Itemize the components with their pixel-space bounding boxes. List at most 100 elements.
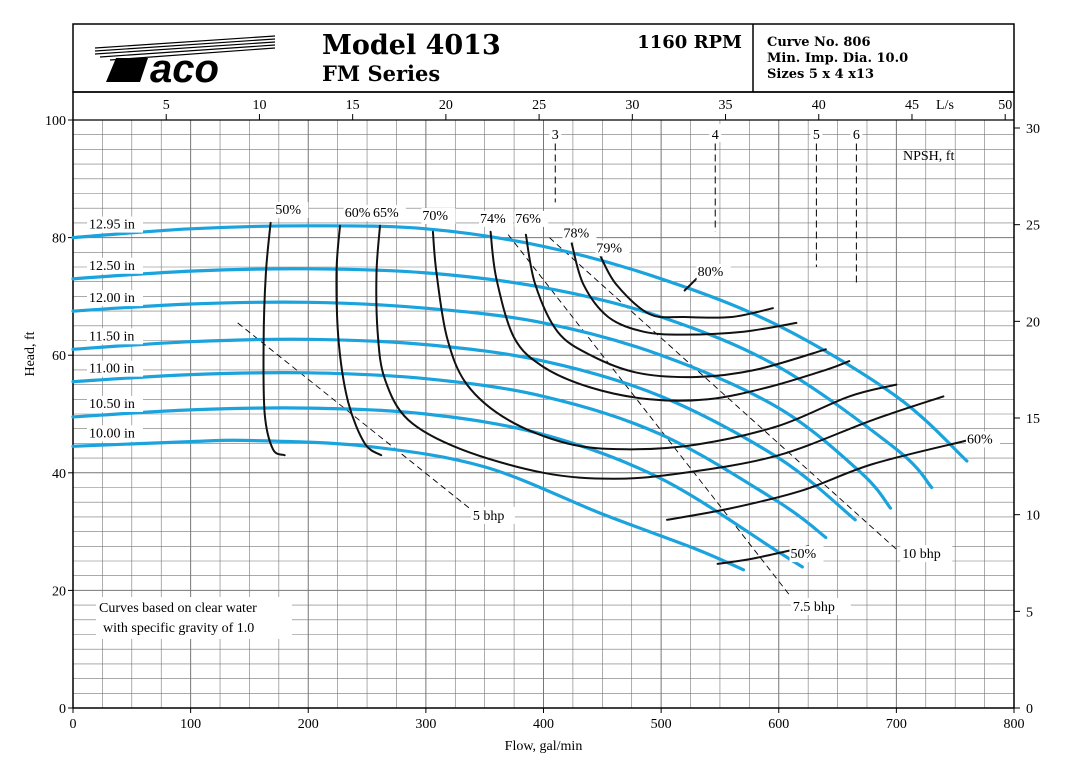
impeller-label-12-50-in: 12.50 in [89, 259, 135, 274]
bhp-line-10-bhp [549, 237, 897, 550]
impeller-curve-10-00-in [71, 438, 746, 572]
npsh-label-3: 3 [552, 128, 559, 143]
note: Curves based on clear water with specifi… [96, 597, 292, 639]
efficiency-label-bg [274, 202, 309, 219]
bhp-label-bg [790, 597, 851, 615]
y-tick-label: 80 [52, 232, 66, 247]
note-line-1: Curves based on clear water [99, 601, 257, 616]
npsh-label-bg [549, 124, 562, 142]
top-tick-label: 30 [625, 98, 639, 113]
impeller-curves: 12.95 in 12.50 in 12.00 in 11.50 in 11.00 in… [71, 216, 969, 572]
model-title: Model 4013 [322, 30, 501, 61]
rpm-label: 1160 RPM [637, 32, 742, 53]
efficiency-label-bg [696, 263, 731, 280]
note-background [96, 597, 292, 639]
y-axis-label: Head, ft [23, 331, 38, 376]
bhp-label-bg [470, 506, 515, 524]
x-tick-label: 100 [180, 717, 201, 732]
efficiency-curve-65-4 [375, 224, 945, 480]
y-tick-label: 20 [52, 584, 66, 599]
impeller-label-10-00-in: 10.00 in [89, 426, 135, 441]
axes: Flow, gal/min Head, ft L/s NPSH, ft 0 100… [23, 98, 1040, 754]
impeller-label-bg [87, 257, 143, 274]
top-tick-label: 10 [252, 98, 266, 113]
header: aco Model 4013 FM Series 1160 RPM Curve … [72, 23, 1015, 93]
bhp-label-bg [900, 545, 953, 563]
top-tick-label: 45 [905, 98, 919, 113]
npsh-markers: 3 4 5 6 [549, 124, 863, 285]
efficiency-label-bg [371, 205, 406, 222]
top-tick-label: 25 [532, 98, 546, 113]
efficiency-curves: 50%50%60%60%65% 70% 74% 76%78%79%80% [262, 202, 1000, 565]
y-tick-label: 0 [59, 702, 66, 717]
bhp-label-5-bhp: 5 bhp [473, 509, 505, 524]
npsh-axis-label: NPSH, ft [903, 149, 954, 164]
y-tick-label: 60 [52, 349, 66, 364]
efficiency-curve-78-8 [570, 242, 798, 336]
taco-logo: aco [94, 35, 276, 91]
x-tick-label: 800 [1004, 717, 1025, 732]
impeller-label-bg [87, 290, 143, 307]
efficiency-label-78: 78% [563, 227, 589, 242]
bhp-lines: 5 bhp 7.5 bhp 10 bhp [237, 234, 953, 615]
impeller-curve-12-95-in [71, 224, 969, 463]
top-tick-label: 20 [439, 98, 453, 113]
efficiency-label-74: 74% [480, 212, 506, 227]
top-tick-label: 15 [346, 98, 360, 113]
bhp-line-5-bhp [237, 322, 474, 512]
efficiency-label-79: 79% [596, 241, 622, 256]
top-axis-unit-label: L/s [936, 98, 954, 113]
min-impeller-diameter: Min. Imp. Dia. 10.0 [767, 51, 908, 66]
x-tick-label: 0 [70, 717, 77, 732]
x-tick-label: 500 [651, 717, 672, 732]
npsh-label-6: 6 [853, 128, 860, 143]
efficiency-curve-74-6 [489, 230, 851, 402]
efficiency-curve-79-9 [599, 254, 774, 319]
impeller-curve-12-50-in [71, 267, 934, 490]
right-tick-label: 0 [1026, 702, 1033, 717]
impeller-curve-11-00-in [71, 371, 828, 540]
top-tick-label: 5 [163, 98, 170, 113]
efficiency-label-65: 65% [373, 206, 399, 221]
efficiency-label-bg [421, 207, 456, 224]
curve-number: Curve No. 806 [767, 35, 871, 50]
efficiency-curve-80-10 [683, 277, 698, 292]
efficiency-curve-76-7 [524, 233, 827, 379]
right-tick-label: 5 [1026, 605, 1033, 620]
top-tick-label: 50 [998, 98, 1012, 113]
efficiency-label-bg [595, 240, 630, 257]
bhp-line-7-5-bhp [507, 234, 791, 597]
x-tick-label: 400 [533, 717, 554, 732]
series-title: FM Series [322, 61, 440, 86]
npsh-label-bg [709, 124, 722, 142]
top-tick-label: 35 [719, 98, 733, 113]
impeller-curve-12-00-in [71, 300, 893, 510]
efficiency-label-70: 70% [422, 209, 448, 224]
efficiency-label-bg [478, 210, 513, 227]
note-line-2: with specific gravity of 1.0 [103, 621, 254, 636]
x-tick-label: 300 [415, 717, 436, 732]
npsh-label-bg [810, 124, 823, 142]
impeller-label-bg [87, 360, 143, 377]
right-tick-label: 15 [1026, 412, 1040, 427]
impeller-label-bg [87, 395, 143, 412]
efficiency-label-80: 80% [698, 265, 724, 280]
pump-sizes: Sizes 5 x 4 x13 [767, 67, 874, 82]
npsh-label-5: 5 [813, 128, 820, 143]
efficiency-label-60: 60% [967, 432, 993, 447]
x-tick-label: 600 [768, 717, 789, 732]
right-tick-label: 10 [1026, 509, 1040, 524]
x-axis-label: Flow, gal/min [505, 739, 583, 754]
right-tick-label: 30 [1026, 122, 1040, 137]
efficiency-label-bg [965, 431, 1000, 448]
efficiency-label-50: 50% [275, 203, 301, 218]
efficiency-label-50: 50% [791, 547, 817, 562]
impeller-label-12-00-in: 12.00 in [89, 291, 135, 306]
npsh-label-bg [850, 124, 863, 142]
efficiency-label-bg [789, 546, 824, 563]
efficiency-curve-60-2 [335, 224, 383, 457]
impeller-curve-10-50-in [71, 406, 804, 569]
impeller-label-12-95-in: 12.95 in [89, 218, 135, 233]
npsh-label-4: 4 [712, 128, 719, 143]
